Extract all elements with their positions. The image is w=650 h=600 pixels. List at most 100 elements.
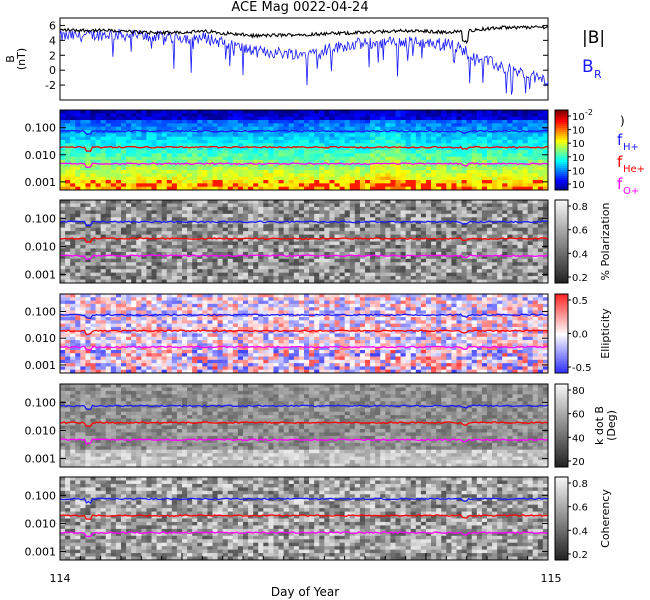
kdotb-y-tick-label: 0.100 <box>25 396 57 409</box>
power-y-tick-label: 0.001 <box>25 176 57 189</box>
kdotb-colorbar-frame <box>554 383 569 468</box>
polarization-colorbar-tick: 0.2 <box>572 273 588 284</box>
polarization-y-tick-label: 0.010 <box>25 240 57 253</box>
ellipticity-colorbar-label-group: Ellipticity <box>599 308 612 359</box>
polarization-colorbar-frame <box>554 199 569 284</box>
o-plus-frequency-line <box>59 162 549 168</box>
mag-y-label-unit: (nT) <box>15 48 28 70</box>
kdotb-colorbar-tick: 40 <box>572 433 585 444</box>
h-plus-frequency-line <box>59 404 549 411</box>
coherency-y-tick-label: 0.001 <box>25 546 57 559</box>
kdotb-y-tick-label: 0.010 <box>25 424 57 437</box>
kdotb-y-tick-label: 0.001 <box>25 453 57 466</box>
kdotb-heatmap-cells <box>60 384 549 468</box>
x-tick-label-start: 114 <box>50 572 71 585</box>
coherency-colorbar-label-group: Coherency <box>599 489 612 548</box>
coherency-heatmap-cells <box>60 477 549 561</box>
polarization-plot-frame <box>59 199 549 284</box>
legend-f-he-plus: f <box>617 153 623 171</box>
h-plus-frequency-line <box>59 497 549 504</box>
ellipticity-heatmap-cells <box>60 294 549 374</box>
polarization-colorbar-tick: 0.8 <box>572 202 588 213</box>
power-colorbar-tick: 10 <box>572 153 585 164</box>
mag-y-tick-label: 4 <box>49 34 56 47</box>
coherency-colorbar: 0.8 0.6 0.4 0.2 <box>554 476 588 561</box>
legend-btotal: |B| <box>582 28 605 48</box>
polarization-y-tick-label: 0.001 <box>25 269 57 282</box>
coherency-colorbar-tick: 0.2 <box>572 550 588 561</box>
power-plot-frame <box>59 109 549 191</box>
h-plus-frequency-line <box>59 220 549 227</box>
kdotb-colorbar-tick: 80 <box>572 386 585 397</box>
kdotb-colorbar-tick: 20 <box>572 457 585 468</box>
x-axis-title: Day of Year <box>271 585 339 599</box>
legend-f-he-plus-subscript: He+ <box>623 164 645 175</box>
polarization-colorbar-label-group: % Polarization <box>599 203 612 281</box>
polarization-colorbar-tick: 0.4 <box>572 249 588 260</box>
coherency-colorbar-tick: 0.6 <box>572 503 588 514</box>
mag-y-tick-label: 0 <box>49 64 56 77</box>
mag-y-tick-label: -2 <box>45 79 56 92</box>
polarization-colorbar: 0.8 0.6 0.4 0.2 <box>554 199 588 284</box>
power-colorbar-label: ) <box>620 114 625 128</box>
ellipticity-y-tick-label: 0.001 <box>25 359 57 372</box>
coherency-colorbar-frame <box>554 476 569 561</box>
kdotb-colorbar-tick: 60 <box>572 410 585 421</box>
kdotb-colorbar: 80 60 40 20 <box>554 383 585 468</box>
figure-title: ACE Mag 0022-04-24 <box>231 0 368 15</box>
kdotb-colorbar-label: k dot B <box>593 406 606 445</box>
polarization-y-tick-label: 0.100 <box>25 212 57 225</box>
coherency-y-tick-label: 0.100 <box>25 489 57 502</box>
ellipticity-plot-frame <box>59 293 549 374</box>
power-y-tick-label: 0.010 <box>25 149 57 162</box>
polarization-panel: 0.100 0.010 0.001 0.8 0.6 0.4 0.2 % Polarizatio… <box>25 199 612 284</box>
kdotb-colorbar-label-group: k dot B (Deg) <box>593 406 618 445</box>
power-y-tick-label: 0.100 <box>25 122 57 135</box>
kdotb-colorbar-unit: (Deg) <box>605 410 618 441</box>
o-plus-frequency-line <box>59 254 549 261</box>
h-plus-frequency-line <box>59 313 549 319</box>
he-plus-frequency-line <box>59 145 549 152</box>
kdotb-panel: 0.100 0.010 0.001 80 60 40 20 k dot B (Deg) <box>25 383 618 468</box>
coherency-y-tick-label: 0.010 <box>25 517 57 530</box>
legend-f-o-plus-subscript: O+ <box>623 186 639 197</box>
power-colorbar-tick: 10 <box>572 166 585 177</box>
o-plus-frequency-line <box>59 345 549 351</box>
legend-f-o-plus: f <box>617 175 623 193</box>
coherency-colorbar-label: Coherency <box>599 489 612 548</box>
h-plus-frequency-line <box>59 129 549 135</box>
ellipticity-colorbar-tick: 0.0 <box>572 330 588 341</box>
power-heatmap-cells <box>60 110 549 191</box>
ellipticity-colorbar: 0.5 0.0 -0.5 <box>554 293 592 374</box>
x-tick-label-end: 115 <box>541 572 562 585</box>
he-plus-frequency-line <box>59 329 549 336</box>
power-colorbar-tick: 10 <box>572 112 585 123</box>
o-plus-frequency-line <box>59 531 549 538</box>
ellipticity-y-tick-label: 0.100 <box>25 305 57 318</box>
power-colorbar-exp: -2 <box>585 108 593 117</box>
ellipticity-y-tick-label: 0.010 <box>25 332 57 345</box>
br-series-line <box>59 29 549 95</box>
mag-y-tick-label: 6 <box>49 19 56 32</box>
he-plus-frequency-line <box>59 421 549 428</box>
ellipticity-colorbar-label: Ellipticity <box>599 308 612 359</box>
he-plus-frequency-line <box>59 237 549 244</box>
mag-y-tick-label: 2 <box>49 49 56 62</box>
power-colorbar-tick: 10 <box>572 126 585 137</box>
polarization-colorbar-label: % Polarization <box>599 203 612 281</box>
o-plus-frequency-line <box>60 438 549 445</box>
coherency-colorbar-tick: 0.8 <box>572 479 588 490</box>
he-plus-frequency-line <box>59 514 549 520</box>
btotal-series-line <box>59 24 549 45</box>
polarization-colorbar-tick: 0.6 <box>572 226 588 237</box>
ellipticity-colorbar-tick: 0.5 <box>572 296 588 307</box>
power-colorbar-frame <box>554 109 569 191</box>
power-colorbar-tick: 10 <box>572 139 585 150</box>
mag-y-label-b: B <box>4 55 17 63</box>
kdotb-plot-frame <box>59 383 549 468</box>
ellipticity-colorbar-tick: -0.5 <box>572 363 592 374</box>
legend-br-subscript: R <box>594 68 602 81</box>
